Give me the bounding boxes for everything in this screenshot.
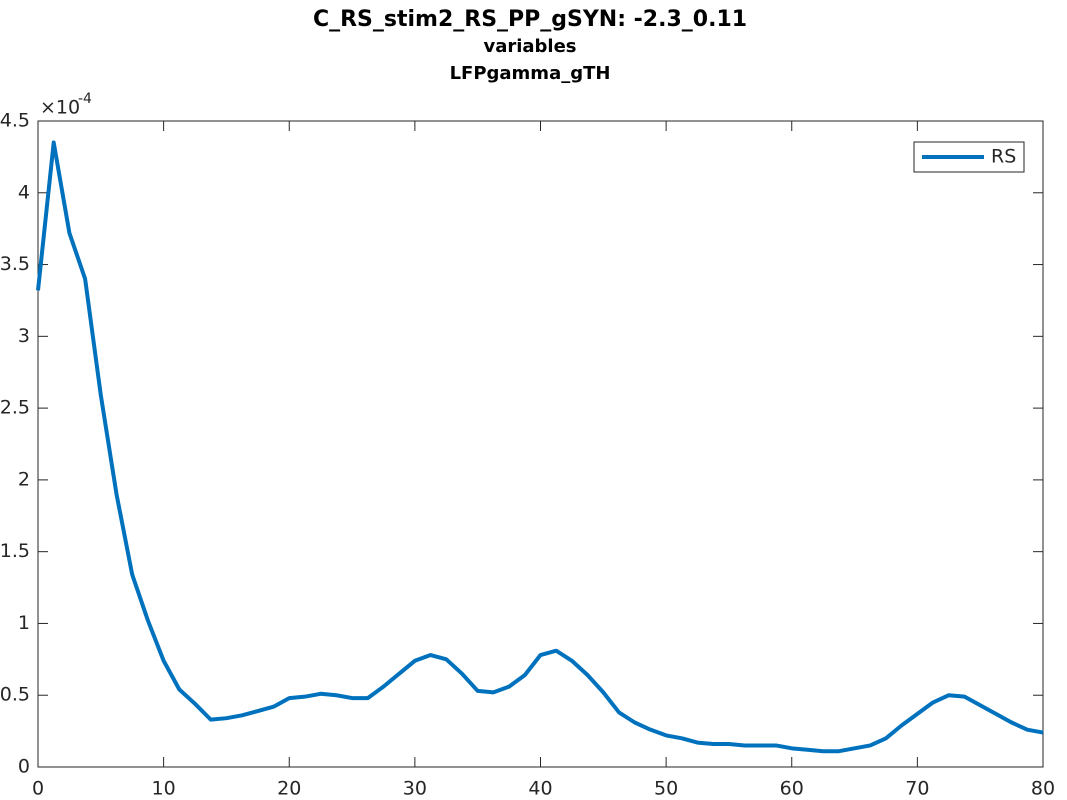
x-tick-label: 10 [152,778,176,800]
line-series [36,140,1044,754]
y-tick-label: 1.5 [0,540,30,562]
y-tick-label: 4 [18,181,30,203]
chart-subtitle: variables [483,36,576,57]
y-tick-label: 0 [18,756,30,778]
y-tick-label: 4.5 [0,110,30,132]
chart-subtitle: LFPgamma_gTH [450,63,611,84]
y-multiplier: ×10 [40,97,80,119]
x-tick-label: 50 [654,778,678,800]
chart-title: C_RS_stim2_RS_PP_gSYN: -2.3_0.11 [313,7,747,32]
x-tick-label: 80 [1031,778,1055,800]
y-tick-label: 3 [18,325,30,347]
x-tick-label: 0 [32,778,44,800]
y-tick-label: 2 [18,468,30,490]
x-tick-label: 30 [403,778,427,800]
plot-area [38,121,1043,767]
y-tick-label: 2.5 [0,397,30,419]
y-tick-label: 1 [18,612,30,634]
x-tick-label: 70 [905,778,929,800]
y-tick-label: 3.5 [0,253,30,275]
axes-box [37,120,1044,768]
y-tick-label: 0.5 [0,684,30,706]
y-multiplier-power: -4 [78,91,92,107]
x-tick-label: 40 [528,778,552,800]
x-tick-label: 60 [780,778,804,800]
x-tick-label: 20 [277,778,301,800]
legend-label: RS [991,146,1016,168]
